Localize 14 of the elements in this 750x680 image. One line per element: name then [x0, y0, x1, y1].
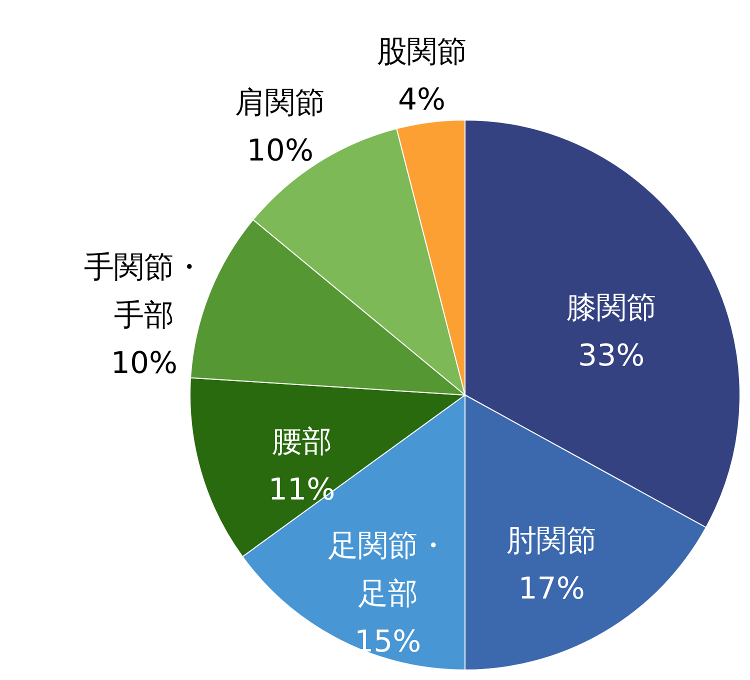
data-label: 10% [246, 134, 314, 169]
data-label: 17% [518, 571, 585, 606]
data-label: 11% [268, 472, 336, 508]
data-label: 33% [578, 338, 645, 374]
slice-label: 膝関節 [566, 290, 656, 326]
data-label: 4% [398, 82, 446, 118]
data-label: 10% [110, 346, 178, 381]
slice-label: 手関節・手部 [84, 250, 204, 333]
slice-label: 腰部 [272, 424, 332, 460]
slice-label: 肩関節 [235, 86, 326, 121]
slice-label: 肘関節 [506, 523, 597, 558]
slice-label: 足関節・足部 [328, 528, 448, 612]
data-label: 15% [354, 624, 422, 660]
slice-label: 股関節 [376, 34, 467, 70]
